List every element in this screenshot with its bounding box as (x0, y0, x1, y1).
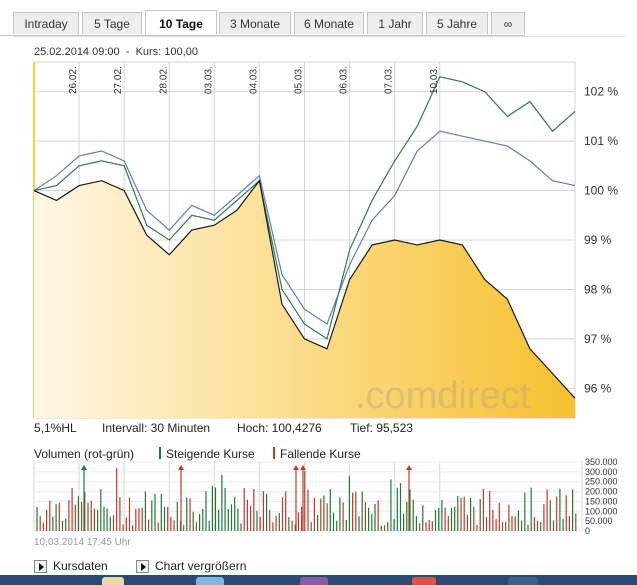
info-datetime: 25.02.2014 09:00 (34, 46, 120, 58)
info-separator: - (125, 46, 130, 58)
x-tick-label: 26.02. (68, 66, 79, 94)
info-kurs-value: 100,00 (164, 46, 198, 58)
taskbar-app-icon[interactable] (412, 577, 436, 585)
y-tick-label: 101 % (584, 134, 618, 148)
y-tick-label: 99 % (584, 233, 612, 247)
volume-peak-arrow-icon (300, 465, 306, 470)
volume-y-tick-label: 50.000 (585, 516, 613, 526)
tab-5-tage[interactable]: 5 Tage (82, 12, 142, 34)
volume-y-tick-label: 100.000 (585, 506, 618, 516)
x-tick-label: 03.03. (203, 66, 214, 94)
price-line-main (33, 179, 576, 399)
y-tick-label: 100 % (584, 184, 618, 198)
chart-vergroessern-label: Chart vergrößern (155, 559, 247, 573)
tab-max[interactable]: ∞ (491, 12, 525, 34)
y-tick-label: 96 % (584, 381, 612, 395)
y-tick-label: 97 % (584, 332, 612, 346)
price-line-green (33, 76, 576, 340)
panel-top-border (13, 36, 625, 37)
tabs-baseline (0, 35, 525, 36)
x-tick-label: 05.03. (294, 66, 305, 94)
x-tick-label: 07.03. (384, 66, 395, 94)
tab-6-monate[interactable]: 6 Monate (294, 12, 364, 34)
tab-10-tage[interactable]: 10 Tage (145, 10, 217, 34)
y-tick-label: 98 % (584, 282, 612, 296)
legend-rising-marker (159, 447, 161, 459)
volume-y-tick-label: 0 (585, 526, 590, 536)
kursdaten-link[interactable]: Kursdaten (34, 559, 108, 573)
legend-falling-marker (273, 447, 275, 459)
volume-title: Volumen (rot-grün) (34, 447, 135, 461)
x-tick-label: 10.03. (429, 66, 440, 94)
stat-tief: Tief: 95,523 (350, 421, 413, 435)
volume-y-tick-label: 150.000 (585, 496, 618, 506)
volume-y-tick-label: 350.000 (585, 457, 618, 467)
taskbar-app-icon[interactable] (196, 577, 224, 585)
taskbar-app-icon[interactable] (300, 577, 328, 585)
x-tick-label: 04.03. (248, 66, 259, 94)
taskbar-app-icon[interactable] (102, 577, 124, 585)
info-kurs-label: Kurs: (135, 46, 162, 58)
tab-intraday[interactable]: Intraday (13, 12, 79, 34)
legend-falling-label: Fallende Kurse (280, 447, 361, 461)
volume-peak-arrow-icon (293, 465, 299, 470)
period-tabs: Intraday 5 Tage 10 Tage 3 Monate 6 Monat… (0, 10, 637, 37)
play-arrow-icon (34, 559, 47, 573)
volume-peak-arrow-icon (178, 465, 184, 470)
tab-5-jahre[interactable]: 5 Jahre (426, 12, 488, 34)
stat-hoch: Hoch: 100,4276 (237, 421, 322, 435)
volume-y-tick-label: 250.000 (585, 477, 618, 487)
volume-y-tick-label: 200.000 (585, 487, 618, 497)
x-tick-label: 27.02. (113, 66, 124, 94)
price-info: 25.02.2014 09:00 - Kurs: 100,00 (34, 46, 198, 58)
chart-vergroessern-link[interactable]: Chart vergrößern (136, 559, 246, 573)
volume-peak-arrow-icon (406, 465, 412, 470)
legend-rising-label: Steigende Kurse (166, 447, 255, 461)
tab-1-jahr[interactable]: 1 Jahr (367, 12, 423, 34)
comdirect-watermark: .comdirect (355, 375, 531, 417)
tab-3-monate[interactable]: 3 Monate (219, 12, 291, 34)
volume-peak-arrow-icon (81, 465, 87, 470)
stat-range: 5,1%HL (34, 421, 77, 435)
x-tick-label: 06.03. (339, 66, 350, 94)
update-timestamp: 10.03.2014 17:45 Uhr (34, 537, 131, 548)
stat-intervall: Intervall: 30 Minuten (102, 421, 211, 435)
kursdaten-label: Kursdaten (53, 559, 108, 573)
y-tick-label: 102 % (584, 85, 618, 99)
volume-y-tick-label: 300.000 (585, 467, 618, 477)
taskbar-app-icon[interactable] (508, 577, 538, 585)
play-arrow-icon (136, 559, 149, 573)
price-line-blue (33, 130, 576, 326)
x-tick-label: 28.02. (158, 66, 169, 94)
